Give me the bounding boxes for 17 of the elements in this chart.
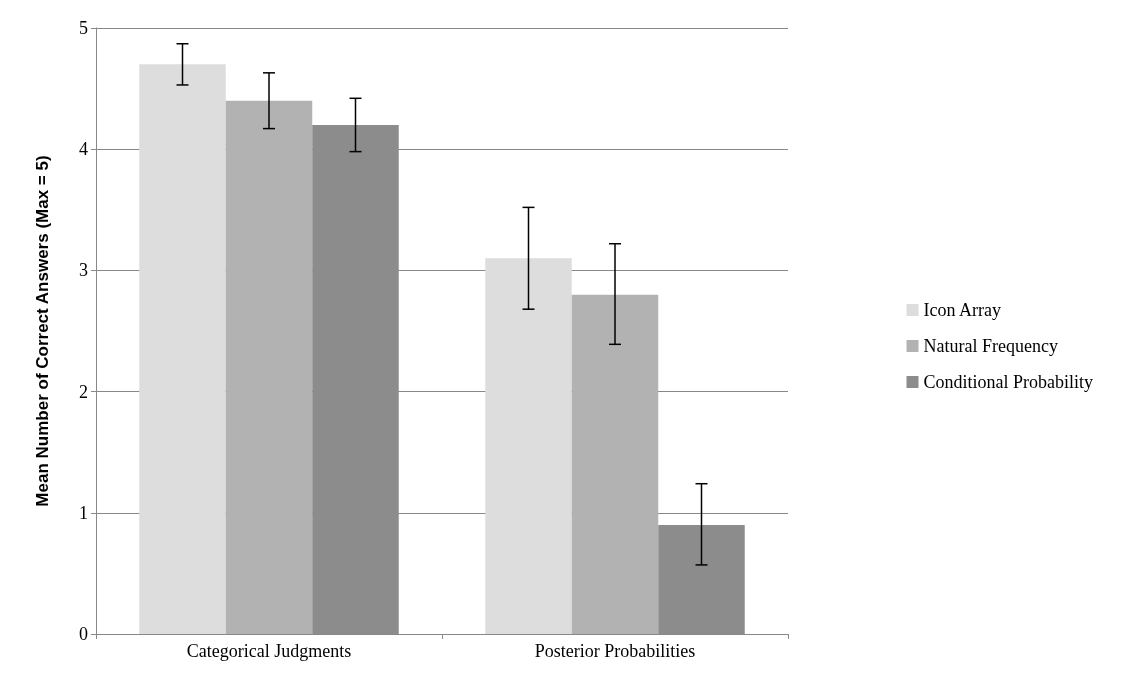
bar — [658, 524, 745, 634]
x-tick-label: Categorical Judgments — [186, 641, 352, 661]
x-tick-label: Posterior Probabilities — [534, 641, 696, 661]
y-tick-label: 5 — [79, 18, 88, 38]
bar — [571, 294, 659, 634]
y-axis-title: Mean Number of Correct Answers (Max = 5) — [33, 155, 52, 507]
y-tick-label: 1 — [79, 502, 88, 523]
legend-label: Icon Array — [923, 300, 1001, 320]
y-tick-label: 4 — [79, 139, 88, 160]
legend-label: Conditional Probability — [923, 372, 1093, 392]
bar — [225, 100, 313, 634]
bar — [139, 64, 226, 634]
y-tick-label: 3 — [79, 260, 88, 281]
legend-label: Natural Frequency — [923, 336, 1058, 356]
y-tick-label: 0 — [79, 624, 88, 644]
y-tick-label: 2 — [79, 381, 88, 402]
bar — [485, 258, 572, 634]
